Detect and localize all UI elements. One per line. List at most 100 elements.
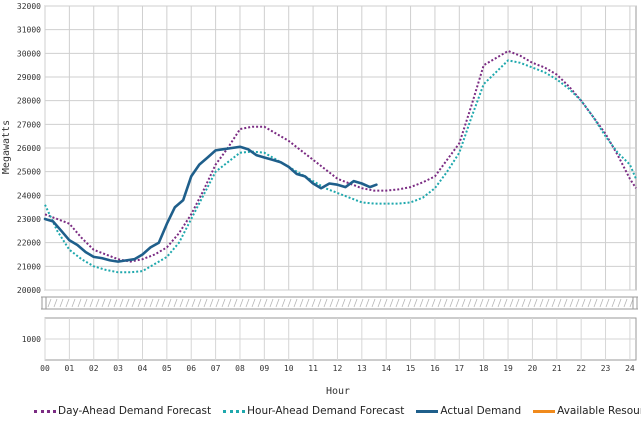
- break-hatch: [347, 298, 352, 308]
- x-tick-label: 10: [284, 364, 294, 373]
- break-hatch: [419, 298, 424, 308]
- break-hatch: [191, 298, 196, 308]
- break-hatch: [335, 298, 340, 308]
- y-tick-label: 28000: [17, 97, 41, 106]
- break-hatch: [47, 298, 52, 308]
- y-tick-label: 22000: [17, 239, 41, 248]
- break-hatch: [83, 298, 88, 308]
- legend-swatch: [533, 409, 556, 413]
- break-hatch: [461, 298, 466, 308]
- x-tick-label: 11: [308, 364, 318, 373]
- break-hatch: [251, 298, 256, 308]
- break-hatch: [227, 298, 232, 308]
- break-hatch: [71, 298, 76, 308]
- legend-swatch: [416, 409, 439, 413]
- break-hatch: [119, 298, 124, 308]
- y-tick-label: 27000: [17, 120, 41, 129]
- break-hatch: [437, 298, 442, 308]
- break-hatch: [239, 298, 244, 308]
- break-hatch: [113, 298, 118, 308]
- break-hatch: [449, 298, 454, 308]
- legend-swatch: [223, 409, 246, 413]
- break-hatch: [245, 298, 250, 308]
- x-tick-label: 03: [113, 364, 123, 373]
- break-hatch: [533, 298, 538, 308]
- break-hatch: [143, 298, 148, 308]
- y-tick-label: 31000: [17, 26, 41, 35]
- break-hatch: [545, 298, 550, 308]
- break-hatch: [587, 298, 592, 308]
- x-tick-label: 20: [528, 364, 538, 373]
- break-hatch: [215, 298, 220, 308]
- break-hatch: [323, 298, 328, 308]
- break-hatch: [59, 298, 64, 308]
- y-tick-label: 32000: [17, 2, 41, 11]
- break-hatch: [575, 298, 580, 308]
- break-hatch: [263, 298, 268, 308]
- break-hatch: [233, 298, 238, 308]
- break-hatch: [377, 298, 382, 308]
- break-hatch: [185, 298, 190, 308]
- x-tick-label: 22: [576, 364, 586, 373]
- break-hatch: [311, 298, 316, 308]
- break-hatch: [617, 298, 622, 308]
- break-hatch: [365, 298, 370, 308]
- break-hatch: [257, 298, 262, 308]
- break-hatch: [137, 298, 142, 308]
- break-hatch: [341, 298, 346, 308]
- break-hatch: [125, 298, 130, 308]
- break-hatch: [53, 298, 58, 308]
- x-tick-label: 02: [89, 364, 99, 373]
- break-hatch: [77, 298, 82, 308]
- break-hatch: [317, 298, 322, 308]
- axis-break-band: [41, 296, 638, 310]
- break-hatch: [497, 298, 502, 308]
- break-hatch: [179, 298, 184, 308]
- lower-y-tick-label: 1000: [22, 335, 41, 344]
- y-tick-label: 26000: [17, 144, 41, 153]
- legend-item: Day-Ahead Demand Forecast: [34, 405, 211, 417]
- break-hatch: [293, 298, 298, 308]
- break-hatch: [305, 298, 310, 308]
- break-hatch: [281, 298, 286, 308]
- break-hatch: [605, 298, 610, 308]
- break-hatch: [539, 298, 544, 308]
- y-tick-label: 30000: [17, 49, 41, 58]
- x-tick-label: 17: [454, 364, 464, 373]
- y-axis-title: Megawatts: [1, 120, 12, 174]
- break-hatch: [569, 298, 574, 308]
- break-hatch: [371, 298, 376, 308]
- break-hatch: [485, 298, 490, 308]
- break-hatch: [95, 298, 100, 308]
- break-hatch: [515, 298, 520, 308]
- break-hatch: [455, 298, 460, 308]
- break-hatch: [173, 298, 178, 308]
- break-hatch: [155, 298, 160, 308]
- break-hatch: [299, 298, 304, 308]
- break-hatch: [395, 298, 400, 308]
- break-hatch: [329, 298, 334, 308]
- main-plot-area: 20000 21000 22000 23000 24000 25000 26000 27000…: [17, 2, 637, 295]
- break-hatch: [197, 298, 202, 308]
- break-hatch: [593, 298, 598, 308]
- x-tick-label: 09: [260, 364, 270, 373]
- break-hatch: [221, 298, 226, 308]
- y-tick-label: 21000: [17, 262, 41, 271]
- x-tick-label: 05: [162, 364, 172, 373]
- x-tick-label: 08: [235, 364, 245, 373]
- break-hatch: [389, 298, 394, 308]
- x-tick-label: 07: [211, 364, 221, 373]
- y-tick-label: 20000: [17, 286, 41, 295]
- legend-label: Actual Demand: [440, 405, 522, 417]
- break-hatch: [275, 298, 280, 308]
- break-hatch: [167, 298, 172, 308]
- x-tick-label: 06: [186, 364, 196, 373]
- break-hatch: [557, 298, 562, 308]
- break-hatch: [467, 298, 472, 308]
- y-tick-label: 23000: [17, 215, 41, 224]
- break-hatch: [401, 298, 406, 308]
- x-tick-label: 24: [625, 364, 635, 373]
- x-tick-label: 19: [503, 364, 513, 373]
- x-tick-label: 15: [406, 364, 416, 373]
- break-hatch: [563, 298, 568, 308]
